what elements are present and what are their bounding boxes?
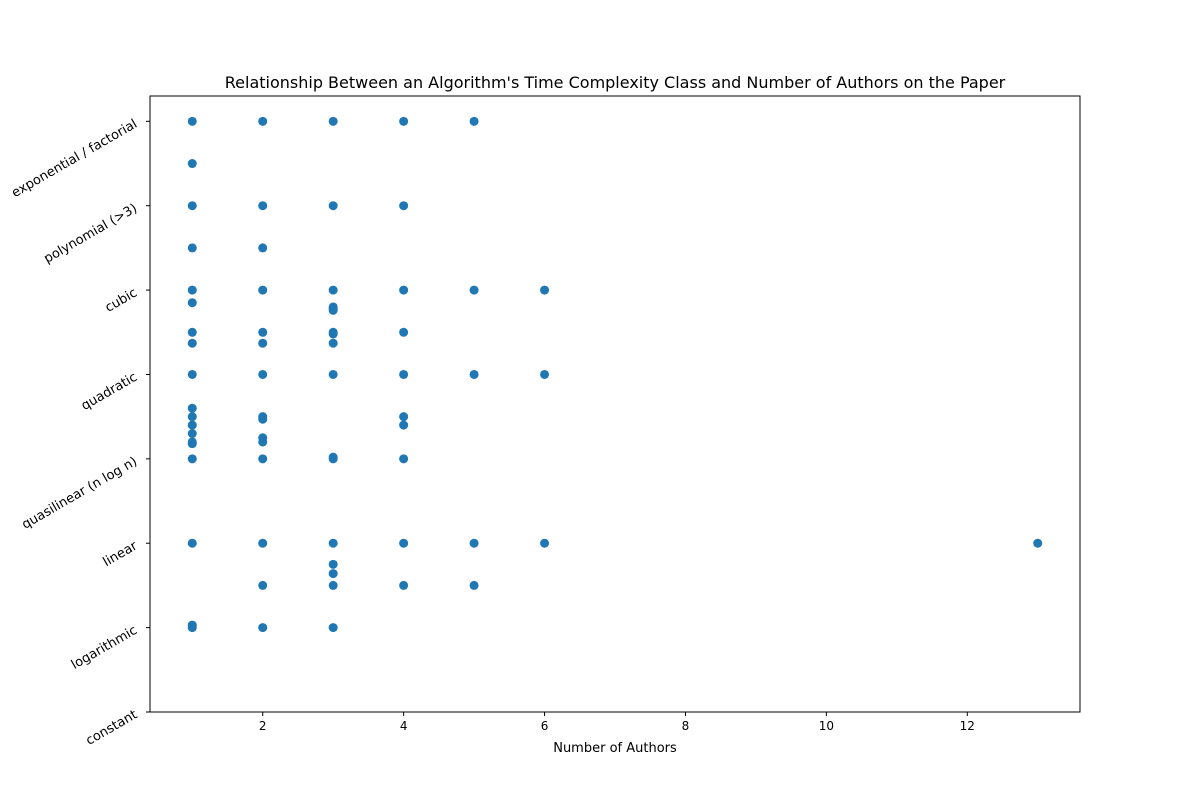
- data-point: [469, 580, 479, 590]
- data-point: [258, 623, 268, 633]
- data-point: [399, 116, 409, 126]
- data-point: [187, 116, 197, 126]
- y-tick-label: logarithmic: [69, 623, 140, 673]
- data-point: [187, 403, 197, 413]
- data-point: [187, 338, 197, 348]
- data-point: [187, 623, 197, 633]
- data-point: [187, 159, 197, 169]
- data-point: [328, 559, 338, 569]
- data-points: [187, 116, 1043, 633]
- data-point: [469, 285, 479, 295]
- data-point: [399, 412, 409, 422]
- y-tick-label: linear: [101, 538, 141, 570]
- data-point: [328, 305, 338, 315]
- data-point: [258, 201, 268, 211]
- data-point: [469, 116, 479, 126]
- y-tick-label: constant: [84, 707, 140, 748]
- data-point: [469, 369, 479, 379]
- data-point: [328, 452, 338, 462]
- data-point: [328, 116, 338, 126]
- data-point: [399, 285, 409, 295]
- data-point: [328, 369, 338, 379]
- data-point: [187, 327, 197, 337]
- data-point: [399, 420, 409, 430]
- data-point: [399, 327, 409, 337]
- data-point: [328, 201, 338, 211]
- x-axis-label: Number of Authors: [553, 741, 677, 756]
- x-tick-label: 6: [541, 719, 549, 733]
- data-point: [187, 538, 197, 548]
- y-tick-label: cubic: [103, 286, 140, 316]
- data-point: [258, 437, 268, 447]
- data-point: [187, 201, 197, 211]
- data-point: [1033, 538, 1043, 548]
- data-point: [258, 454, 268, 464]
- data-point: [328, 338, 338, 348]
- y-tick-label: quasilinear (n log n): [20, 454, 140, 532]
- data-point: [187, 243, 197, 253]
- plot-frame: [149, 95, 1081, 713]
- data-point: [258, 338, 268, 348]
- data-point: [187, 298, 197, 308]
- axes: 2 4 6 8 10 12 constant logarithmic linear quasili…: [9, 95, 1081, 749]
- data-point: [187, 412, 197, 422]
- data-point: [187, 439, 197, 449]
- y-tick-label: exponential / factorial: [9, 117, 140, 201]
- data-point: [399, 580, 409, 590]
- data-point: [328, 329, 338, 339]
- data-point: [187, 420, 197, 430]
- data-point: [399, 538, 409, 548]
- chart-title: Relationship Between an Algorithm's Time…: [225, 73, 1006, 92]
- data-point: [258, 285, 268, 295]
- data-point: [258, 116, 268, 126]
- data-point: [328, 623, 338, 633]
- x-tick-label: 2: [259, 719, 267, 733]
- data-point: [187, 429, 197, 439]
- data-point: [258, 538, 268, 548]
- data-point: [258, 414, 268, 424]
- data-point: [258, 243, 268, 253]
- data-point: [469, 538, 479, 548]
- x-tick-label: 10: [819, 719, 834, 733]
- data-point: [399, 201, 409, 211]
- data-point: [187, 285, 197, 295]
- y-tick-label: quadratic: [79, 370, 140, 414]
- data-point: [399, 369, 409, 379]
- data-point: [540, 538, 550, 548]
- x-tick-label: 12: [960, 719, 975, 733]
- x-tick-label: 4: [400, 719, 408, 733]
- data-point: [258, 327, 268, 337]
- x-tick-label: 8: [682, 719, 690, 733]
- data-point: [187, 454, 197, 464]
- data-point: [540, 369, 550, 379]
- data-point: [258, 580, 268, 590]
- data-point: [399, 454, 409, 464]
- y-tick-label: polynomial (>3): [42, 201, 140, 266]
- data-point: [258, 369, 268, 379]
- data-point: [328, 285, 338, 295]
- data-point: [540, 285, 550, 295]
- data-point: [328, 569, 338, 579]
- data-point: [187, 369, 197, 379]
- data-point: [328, 580, 338, 590]
- data-point: [328, 538, 338, 548]
